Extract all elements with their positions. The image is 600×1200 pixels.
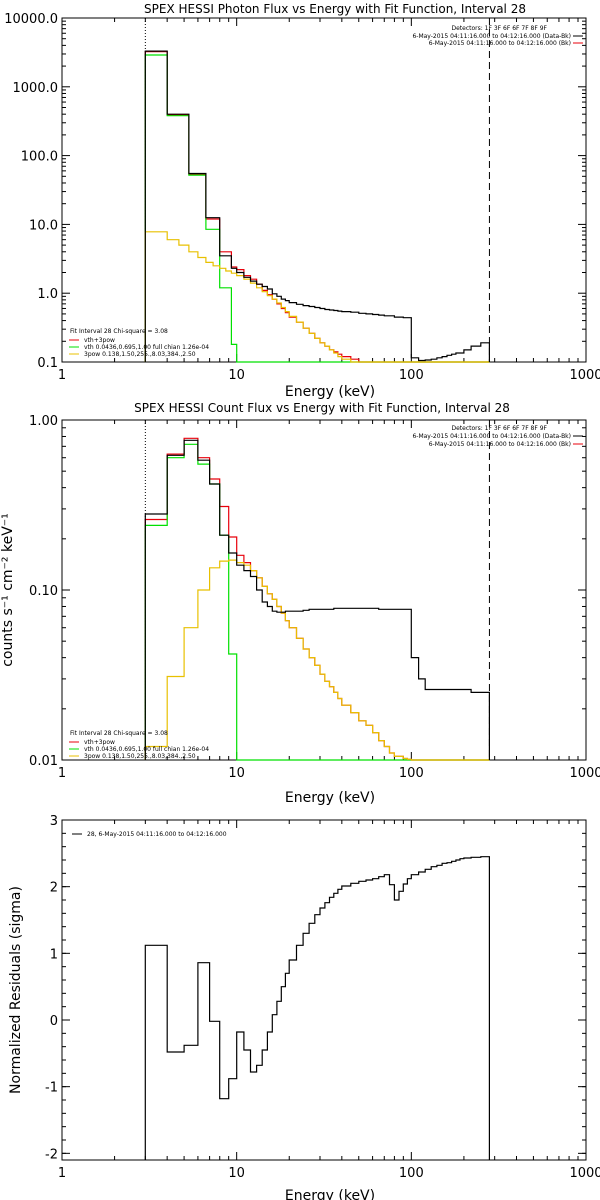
x-tick-label: 1000 — [569, 368, 600, 383]
residuals-axes: 1 10 100 1000 -2 -1 0 1 2 3 — [45, 814, 600, 1181]
photon-axes: 1 10 100 1000 0.1 1.0 10.0 100.0 1000.0 10000.0 — [4, 12, 600, 383]
x-tick-label: 1 — [58, 368, 66, 383]
y-tick-label: -2 — [45, 1147, 58, 1162]
count-legend-total: vth+3pow — [84, 739, 115, 746]
residuals-plot-frame — [61, 819, 587, 1161]
y-tick-label: 10.0 — [29, 218, 58, 233]
y-tick-label: 0.1 — [37, 356, 58, 371]
y-tick-label: 100.0 — [21, 150, 58, 165]
photon-legend-detectors: Detectors: 1F 3F 6F 6F 7F 8F 9F — [451, 25, 547, 32]
residuals-legend: 28, 6-May-2015 04:11:16.000 to 04:12:16.… — [87, 831, 227, 838]
y-tick-label: 3 — [50, 814, 58, 829]
x-tick-label: 10 — [228, 368, 245, 383]
x-tick-label: 10 — [228, 766, 245, 781]
series-observed-line — [144, 50, 490, 362]
count-x-axis-label: Energy (keV) — [285, 790, 375, 806]
y-tick-label: 0 — [50, 1014, 58, 1029]
photon-series — [144, 50, 490, 363]
count-series — [144, 437, 490, 761]
photon-legend-top: Detectors: 1F 3F 6F 6F 7F 8F 9F 6-May-20… — [412, 25, 583, 47]
residuals-y-axis-label: Normalized Residuals (sigma) — [8, 886, 24, 1094]
count-legend-top: Detectors: 1F 3F 6F 6F 7F 8F 9F 6-May-20… — [412, 425, 583, 448]
count-y-axis-label: counts s⁻¹ cm⁻² keV⁻¹ — [0, 513, 16, 667]
photon-legend-bottom: Fit Interval 28 Chi-square = 3.08 vth+3p… — [69, 328, 209, 358]
y-tick-label: 1 — [50, 947, 58, 962]
x-tick-label: 1000 — [569, 1166, 600, 1181]
count-legend-bk: 6-May-2015 04:11:16.000 to 04:12:16.000 … — [429, 441, 571, 448]
y-tick-label: 1.0 — [37, 287, 58, 302]
series-28-line — [144, 856, 490, 1160]
count-legend-detectors: Detectors: 1F 3F 6F 6F 7F 8F 9F — [451, 425, 547, 432]
count-panel-title: SPEX HESSI Count Flux vs Energy with Fit… — [134, 401, 510, 415]
y-tick-label: 0.01 — [29, 754, 58, 769]
photon-legend-data-bk: 6-May-2015 04:11:16.000 to 04:12:16.000 … — [412, 33, 571, 40]
photon-legend-powerlaw: 3pow 0.138,1.50,255.,8.03,384.,2.50 — [84, 351, 196, 358]
count-legend-fit-interval: Fit Interval 28 Chi-square = 3.08 — [70, 730, 168, 737]
x-tick-label: 1 — [58, 766, 66, 781]
series-observed-line — [144, 439, 490, 760]
residuals-series — [144, 856, 490, 1160]
photon-panel-title: SPEX HESSI Photon Flux vs Energy with Fi… — [144, 2, 526, 16]
count-axes: 1 10 100 1000 0.01 0.10 1.00 — [29, 414, 600, 781]
panel-residuals: 1 10 100 1000 -2 -1 0 1 2 3 Energy (keV) Normaliz… — [8, 814, 600, 1200]
y-tick-label: -1 — [45, 1081, 58, 1096]
count-legend-data-bk: 6-May-2015 04:11:16.000 to 04:12:16.000 … — [412, 433, 571, 440]
photon-legend-thermal: vth 0.0436,0.695,1.00 full chian 1.26e-0… — [84, 344, 209, 351]
photon-legend-bk: 6-May-2015 04:11:16.000 to 04:12:16.000 … — [429, 40, 571, 47]
x-tick-label: 1 — [58, 1166, 66, 1181]
x-tick-label: 100 — [399, 368, 424, 383]
y-tick-label: 2 — [50, 881, 58, 896]
x-tick-label: 100 — [399, 766, 424, 781]
panel-count-flux: SPEX HESSI Count Flux vs Energy with Fit… — [0, 401, 600, 806]
x-tick-label: 100 — [399, 1166, 424, 1181]
count-legend-bottom: Fit Interval 28 Chi-square = 3.08 vth+3p… — [69, 730, 209, 760]
count-legend-powerlaw: 3pow 0.138,1.50,255.,8.03,384.,2.50 — [84, 753, 196, 760]
photon-legend-total: vth+3pow — [84, 337, 115, 344]
y-tick-label: 1000.0 — [13, 81, 59, 96]
x-tick-label: 10 — [228, 1166, 245, 1181]
y-tick-label: 10000.0 — [4, 12, 58, 27]
count-legend-thermal: vth 0.0436,0.695,1.00 full chian 1.26e-0… — [84, 746, 209, 753]
x-tick-label: 1000 — [569, 766, 600, 781]
photon-x-axis-label: Energy (keV) — [285, 384, 375, 400]
y-tick-label: 0.10 — [29, 584, 58, 599]
panel-photon-flux: SPEX HESSI Photon Flux vs Energy with Fi… — [4, 2, 600, 400]
y-tick-label: 1.00 — [29, 414, 58, 429]
photon-legend-fit-interval: Fit Interval 28 Chi-square = 3.08 — [70, 328, 168, 335]
residuals-x-axis-label: Energy (keV) — [285, 1188, 375, 1200]
series-3pow-line — [144, 231, 490, 363]
